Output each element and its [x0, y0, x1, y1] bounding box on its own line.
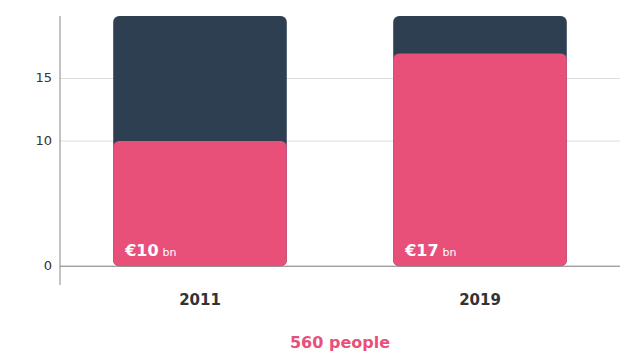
baseline	[60, 266, 620, 267]
annotation-suffix: bn	[163, 246, 177, 259]
subtitle: 560 people	[290, 333, 390, 352]
annotation: €17	[404, 241, 438, 260]
y-tick-label: 0	[44, 258, 52, 273]
bar	[113, 16, 287, 266]
y-axis-line	[60, 16, 61, 285]
chart: 0 10 15 €10 bn €17 bn 2011 2019 560 people	[0, 0, 640, 360]
bar	[393, 54, 567, 267]
bar	[393, 16, 567, 266]
y-tick-label: 10	[35, 133, 52, 148]
bars	[113, 16, 567, 266]
annotation: €10	[124, 241, 158, 260]
x-tick-label: 2011	[179, 291, 221, 309]
bar	[113, 141, 287, 266]
grid-line	[60, 266, 620, 267]
y-tick-label: 15	[35, 70, 52, 85]
annotation-suffix: bn	[443, 246, 457, 259]
x-tick-label: 2019	[459, 291, 501, 309]
